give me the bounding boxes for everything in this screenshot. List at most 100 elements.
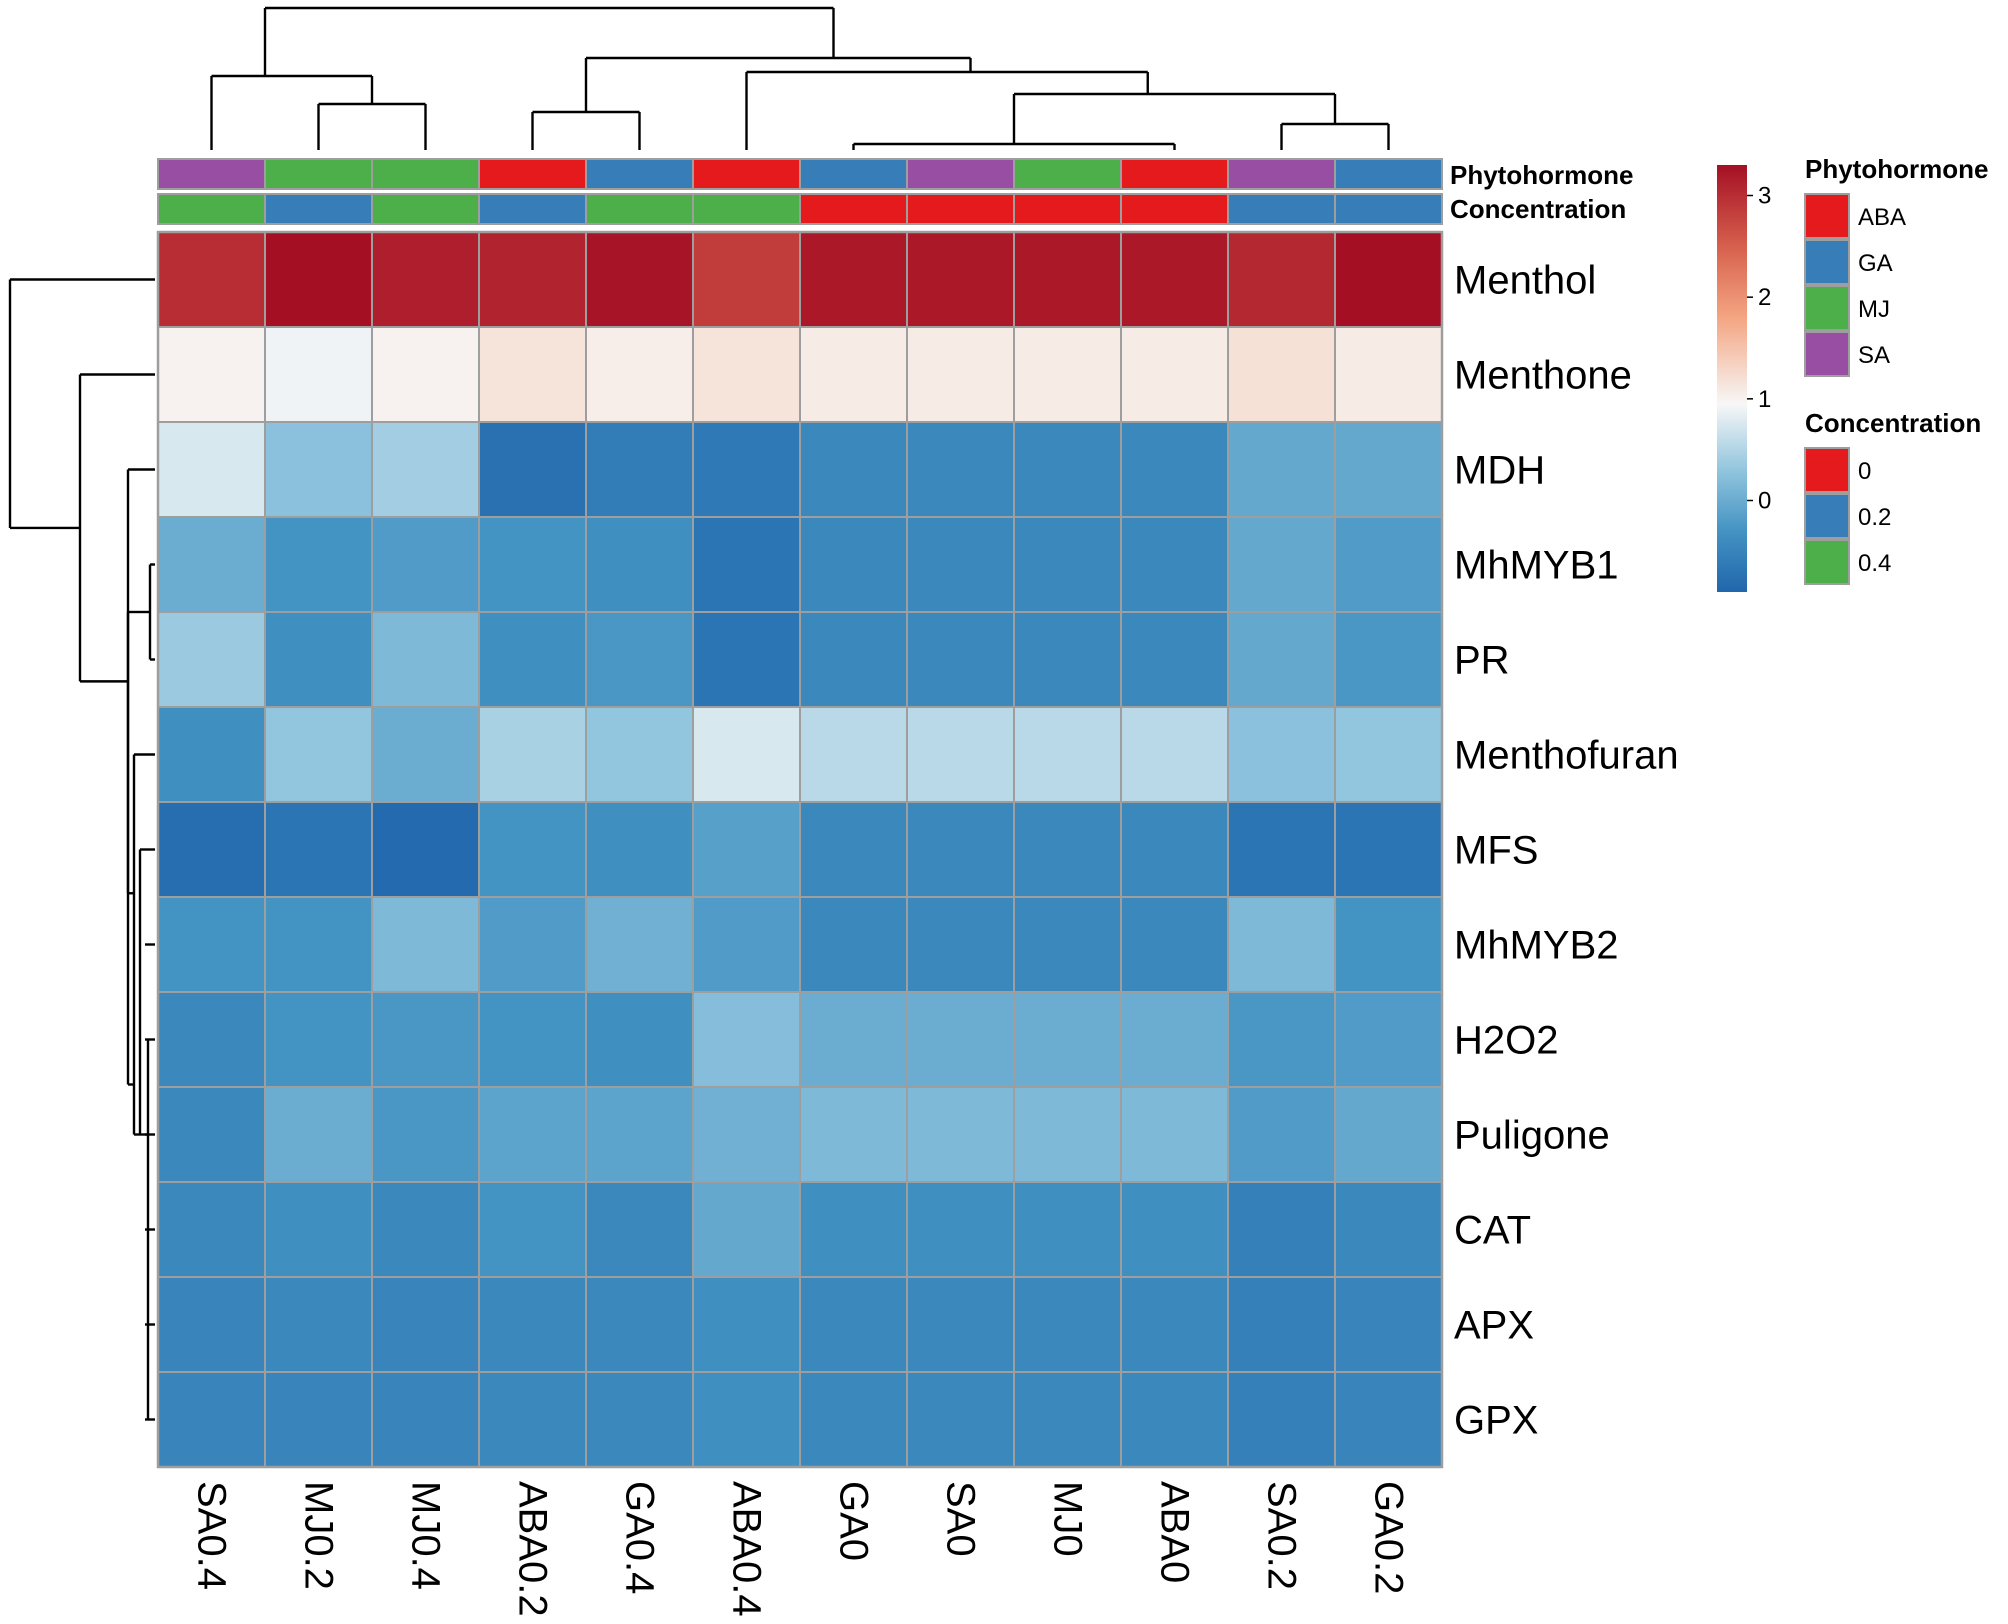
heatmap-cell bbox=[1227, 706, 1336, 803]
concentration-annotation-cell bbox=[1227, 193, 1336, 225]
heatmap-cell bbox=[585, 516, 694, 613]
heatmap-cell bbox=[585, 326, 694, 423]
phytohormone-legend-label: GA bbox=[1858, 250, 1893, 277]
heatmap-cell bbox=[1013, 611, 1122, 708]
heatmap-cell bbox=[371, 326, 480, 423]
heatmap-cell bbox=[1013, 231, 1122, 328]
heatmap-cell bbox=[799, 421, 908, 518]
heatmap-cell bbox=[1120, 421, 1229, 518]
heatmap-cell bbox=[371, 1181, 480, 1278]
heatmap-cell bbox=[692, 896, 801, 993]
heatmap-cell bbox=[157, 421, 266, 518]
column-label: ABA0.4 bbox=[725, 1481, 769, 1617]
heatmap-cell bbox=[692, 326, 801, 423]
heatmap-cell bbox=[264, 1181, 373, 1278]
column-label: MJ0.4 bbox=[404, 1481, 448, 1590]
phytohormone-annotation-cell bbox=[906, 158, 1015, 190]
heatmap-cell bbox=[1334, 516, 1443, 613]
concentration-annotation-cell bbox=[692, 193, 801, 225]
heatmap-cell bbox=[371, 706, 480, 803]
heatmap-cell bbox=[157, 896, 266, 993]
heatmap-cell bbox=[478, 1181, 587, 1278]
heatmap-cell bbox=[1334, 611, 1443, 708]
heatmap-cell bbox=[799, 231, 908, 328]
heatmap-cell bbox=[692, 1086, 801, 1183]
heatmap-cell bbox=[157, 516, 266, 613]
phytohormone-legend-swatch bbox=[1804, 239, 1850, 285]
phytohormone-legend-swatch bbox=[1804, 285, 1850, 331]
heatmap-border bbox=[156, 230, 1444, 1469]
row-label: Menthol bbox=[1454, 259, 1596, 303]
phytohormone-annotation-title: Phytohormone bbox=[1450, 160, 1633, 190]
heatmap-cell bbox=[1227, 1276, 1336, 1373]
heatmap-cell bbox=[1227, 611, 1336, 708]
concentration-legend-title: Concentration bbox=[1805, 408, 1981, 438]
heatmap-cell bbox=[906, 611, 1015, 708]
column-label: SA0.2 bbox=[1260, 1481, 1304, 1590]
phytohormone-annotation-cell bbox=[585, 158, 694, 190]
phytohormone-legend-label: ABA bbox=[1858, 204, 1906, 231]
phytohormone-annotation-cell bbox=[264, 158, 373, 190]
heatmap-cell bbox=[799, 611, 908, 708]
heatmap-cell bbox=[799, 801, 908, 898]
heatmap-cell bbox=[585, 231, 694, 328]
heatmap-cell bbox=[1227, 421, 1336, 518]
row-label: PR bbox=[1454, 639, 1510, 683]
heatmap-cell bbox=[478, 231, 587, 328]
heatmap-cell bbox=[371, 801, 480, 898]
heatmap-cell bbox=[906, 706, 1015, 803]
heatmap-cell bbox=[371, 1086, 480, 1183]
heatmap-cell bbox=[1120, 1276, 1229, 1373]
heatmap-cells bbox=[156, 230, 1444, 1469]
heatmap-cell bbox=[906, 896, 1015, 993]
heatmap-cell bbox=[1227, 516, 1336, 613]
concentration-annotation-cell bbox=[906, 193, 1015, 225]
heatmap-cell bbox=[264, 611, 373, 708]
phytohormone-annotation-cell bbox=[371, 158, 480, 190]
heatmap-cell bbox=[585, 1181, 694, 1278]
heatmap-cell bbox=[585, 706, 694, 803]
phytohormone-annotation-cell bbox=[799, 158, 908, 190]
heatmap-cell bbox=[478, 1086, 587, 1183]
row-label: Menthofuran bbox=[1454, 734, 1679, 778]
heatmap-cell bbox=[906, 1371, 1015, 1468]
phytohormone-legend-swatch bbox=[1804, 331, 1850, 377]
heatmap-cell bbox=[1013, 706, 1122, 803]
color-scale-tick-label: 3 bbox=[1758, 183, 1771, 210]
color-scale-bar bbox=[1717, 165, 1747, 592]
heatmap-cell bbox=[157, 1181, 266, 1278]
heatmap-cell bbox=[157, 326, 266, 423]
heatmap-cell bbox=[264, 991, 373, 1088]
heatmap-cell bbox=[478, 421, 587, 518]
heatmap-cell bbox=[157, 991, 266, 1088]
concentration-annotation-cell bbox=[1120, 193, 1229, 225]
column-label: GA0.4 bbox=[618, 1481, 662, 1594]
heatmap-cell bbox=[264, 1086, 373, 1183]
phytohormone-annotation-cell bbox=[1334, 158, 1443, 190]
column-label: MJ0.2 bbox=[297, 1481, 341, 1590]
heatmap-cell bbox=[157, 1371, 266, 1468]
heatmap-cell bbox=[799, 706, 908, 803]
heatmap-cell bbox=[371, 1371, 480, 1468]
annotation-titles: Phytohormone Concentration bbox=[1450, 160, 1633, 224]
heatmap-cell bbox=[1334, 421, 1443, 518]
heatmap-cell bbox=[799, 326, 908, 423]
heatmap-cell bbox=[1334, 1371, 1443, 1468]
heatmap-cell bbox=[692, 611, 801, 708]
heatmap-cell bbox=[1120, 326, 1229, 423]
phytohormone-annotation-cell bbox=[1013, 158, 1122, 190]
heatmap-cell bbox=[478, 896, 587, 993]
concentration-annotation-cell bbox=[799, 193, 908, 225]
heatmap-cell bbox=[799, 1276, 908, 1373]
heatmap-cell bbox=[692, 1276, 801, 1373]
row-label: Puligone bbox=[1454, 1114, 1610, 1158]
column-label: GA0.2 bbox=[1367, 1481, 1411, 1594]
heatmap-cell bbox=[1120, 991, 1229, 1088]
heatmap-cell bbox=[1334, 1276, 1443, 1373]
phytohormone-legend: Phytohormone ABA GA MJ SA bbox=[1804, 154, 1988, 377]
heatmap-cell bbox=[478, 991, 587, 1088]
heatmap-cell bbox=[585, 1276, 694, 1373]
color-scale-tick-label: 1 bbox=[1758, 386, 1771, 413]
heatmap-cell bbox=[264, 1276, 373, 1373]
